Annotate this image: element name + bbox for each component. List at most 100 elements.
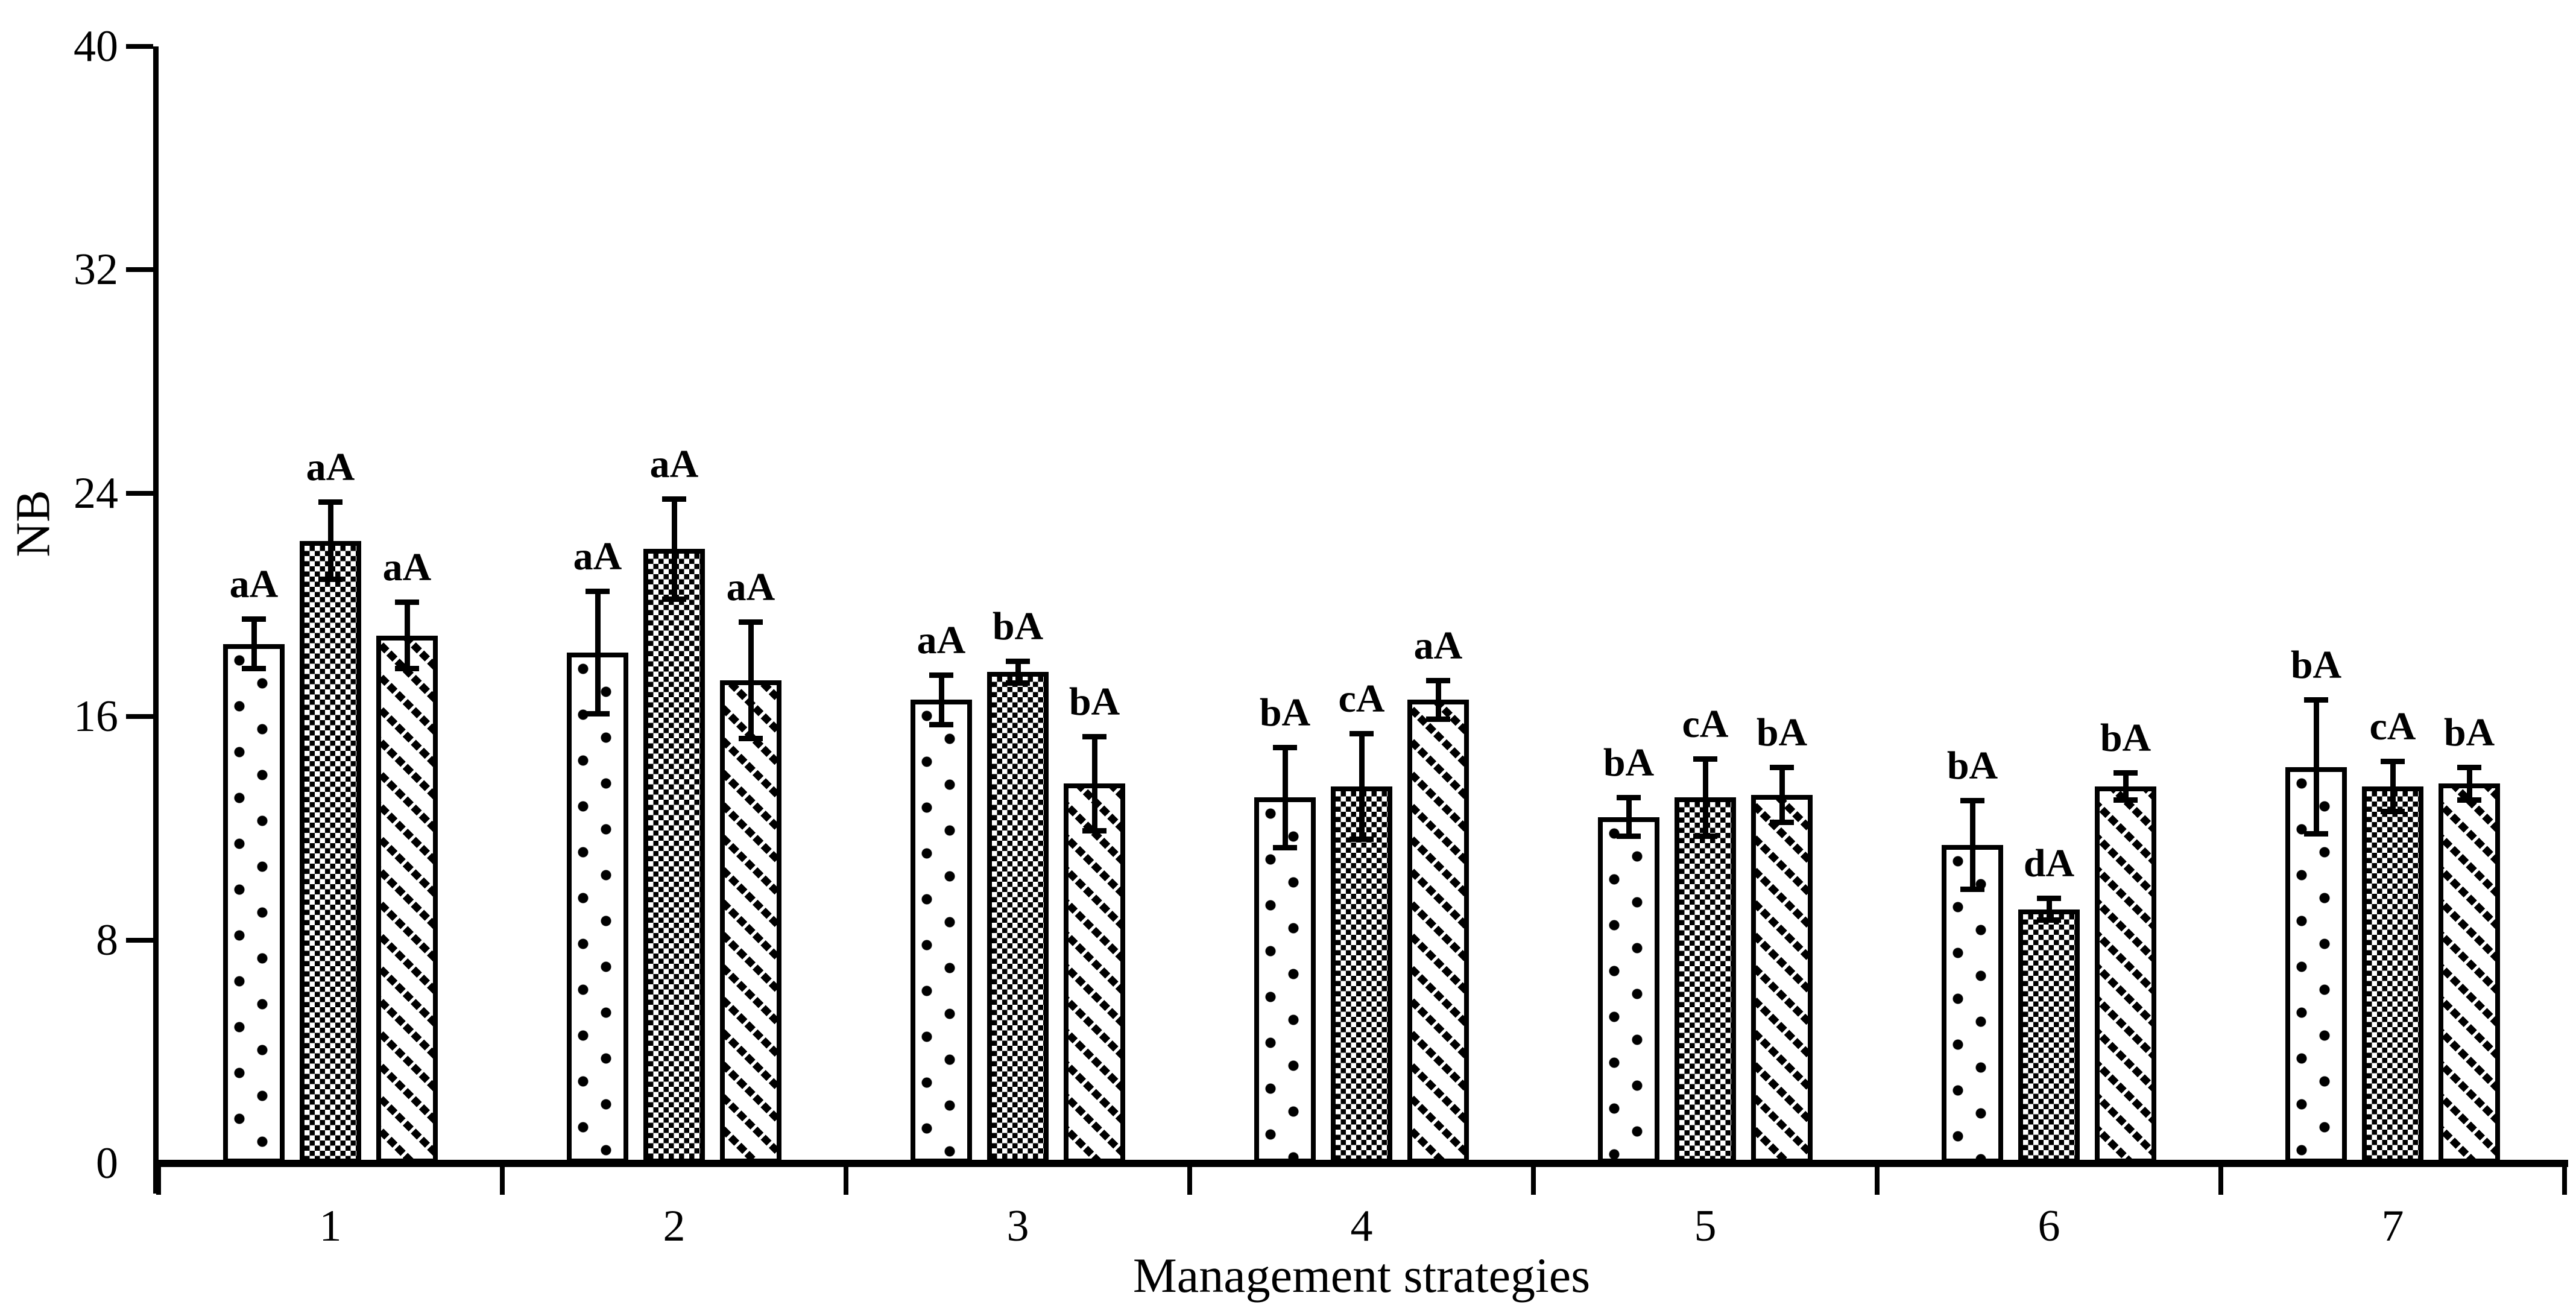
y-tick-label: 40 bbox=[74, 22, 118, 71]
y-tick-mark bbox=[126, 714, 153, 720]
y-tick-label: 32 bbox=[74, 245, 118, 295]
significance-label: cA bbox=[1338, 676, 1385, 721]
y-tick-label: 24 bbox=[74, 468, 118, 518]
error-bar-cap-bottom bbox=[1426, 716, 1450, 722]
y-tick-label: 8 bbox=[96, 915, 118, 965]
error-bar-cap-top bbox=[2114, 770, 2138, 776]
error-bar-cap-bottom bbox=[1006, 680, 1030, 686]
bar-group6-series-1 bbox=[1942, 845, 2003, 1163]
error-bar-cap-bottom bbox=[586, 710, 610, 717]
error-bar-line bbox=[2466, 767, 2472, 801]
error-bar-line bbox=[938, 674, 944, 726]
error-bar-cap-bottom bbox=[242, 666, 266, 672]
x-tick-mark bbox=[2218, 1167, 2223, 1195]
error-bar-line bbox=[1359, 733, 1365, 840]
error-bar-cap-bottom bbox=[1273, 844, 1297, 850]
bar-group4-series-3 bbox=[1407, 700, 1469, 1163]
x-tick-mark bbox=[1531, 1167, 1536, 1195]
bar-group4-series-1 bbox=[1254, 797, 1316, 1163]
bar-group6-series-3 bbox=[2095, 786, 2156, 1163]
x-category-label: 3 bbox=[1006, 1201, 1029, 1251]
significance-label: bA bbox=[1259, 691, 1311, 735]
y-axis-line bbox=[153, 46, 159, 1194]
bar-group6-series-2 bbox=[2018, 909, 2080, 1163]
error-bar-line bbox=[1091, 736, 1097, 832]
significance-label: aA bbox=[649, 442, 699, 487]
error-bar-cap-bottom bbox=[662, 596, 686, 602]
error-bar-cap-top bbox=[1426, 678, 1450, 683]
error-bar-cap-bottom bbox=[1617, 834, 1641, 840]
error-bar-cap-top bbox=[2037, 896, 2061, 902]
error-bar-cap-bottom bbox=[1082, 828, 1106, 834]
error-bar-cap-bottom bbox=[2381, 808, 2405, 814]
bar-group7-series-2 bbox=[2362, 786, 2423, 1163]
significance-label: dA bbox=[2023, 841, 2075, 886]
y-tick-label: 16 bbox=[74, 692, 118, 742]
error-bar-line bbox=[2313, 700, 2319, 834]
bar-group1-series-1 bbox=[223, 644, 285, 1163]
error-bar-line bbox=[595, 590, 601, 714]
error-bar-line bbox=[2123, 772, 2129, 801]
significance-label: aA bbox=[306, 444, 355, 489]
x-category-label: 5 bbox=[1694, 1201, 1717, 1251]
error-bar-line bbox=[404, 602, 410, 669]
error-bar-cap-top bbox=[242, 616, 266, 622]
significance-label: bA bbox=[992, 604, 1044, 648]
bar-group2-series-1 bbox=[567, 652, 628, 1163]
error-bar-cap-top bbox=[2304, 697, 2328, 703]
bar-group3-series-3 bbox=[1064, 783, 1125, 1163]
error-bar-line bbox=[1626, 797, 1632, 837]
significance-label: bA bbox=[2100, 715, 2151, 760]
significance-label: aA bbox=[382, 545, 432, 590]
error-bar-line bbox=[1282, 747, 1288, 848]
x-category-label: 1 bbox=[319, 1201, 342, 1251]
error-bar-cap-bottom bbox=[739, 736, 763, 742]
error-bar-cap-top bbox=[929, 672, 953, 678]
significance-label: bA bbox=[1603, 741, 1655, 785]
y-tick-mark bbox=[126, 44, 153, 49]
error-bar-cap-top bbox=[318, 499, 343, 505]
error-bar-line bbox=[748, 621, 754, 739]
error-bar-cap-top bbox=[1770, 764, 1794, 770]
y-tick-label: 0 bbox=[96, 1139, 118, 1188]
error-bar-line bbox=[2390, 761, 2396, 812]
error-bar-cap-top bbox=[1693, 756, 1717, 762]
error-bar-cap-top bbox=[1617, 795, 1641, 801]
error-bar-cap-bottom bbox=[318, 577, 343, 583]
error-bar-cap-top bbox=[395, 599, 419, 606]
bar-group4-series-2 bbox=[1331, 786, 1392, 1163]
x-category-label: 7 bbox=[2381, 1201, 2404, 1251]
error-bar-cap-top bbox=[1273, 745, 1297, 751]
error-bar-line bbox=[671, 499, 677, 599]
error-bar-cap-top bbox=[1350, 730, 1374, 736]
error-bar-line bbox=[251, 619, 257, 669]
bar-group7-series-3 bbox=[2439, 783, 2500, 1163]
error-bar-cap-bottom bbox=[395, 666, 419, 672]
error-bar-cap-bottom bbox=[1770, 820, 1794, 826]
x-category-label: 4 bbox=[1350, 1201, 1373, 1251]
error-bar-cap-bottom bbox=[1350, 836, 1374, 842]
significance-label: cA bbox=[2369, 704, 2416, 749]
bar-group5-series-2 bbox=[1675, 797, 1736, 1163]
error-bar-cap-bottom bbox=[2304, 830, 2328, 837]
error-bar-cap-top bbox=[739, 619, 763, 625]
bar-group3-series-1 bbox=[911, 700, 972, 1163]
error-bar-cap-bottom bbox=[1960, 887, 1984, 893]
y-tick-mark bbox=[126, 267, 153, 273]
significance-label: aA bbox=[573, 534, 622, 578]
significance-label: bA bbox=[2443, 710, 2495, 754]
significance-label: bA bbox=[1946, 744, 1998, 788]
significance-label: aA bbox=[917, 618, 966, 662]
error-bar-line bbox=[1779, 767, 1785, 823]
significance-label: aA bbox=[726, 565, 775, 609]
x-tick-mark bbox=[500, 1167, 505, 1195]
significance-label: aA bbox=[1413, 624, 1463, 668]
error-bar-line bbox=[1969, 800, 1975, 890]
error-bar-cap-top bbox=[2457, 764, 2481, 770]
error-bar-line bbox=[1702, 758, 1708, 837]
error-bar-line bbox=[1015, 660, 1021, 683]
significance-label: cA bbox=[1682, 701, 1729, 746]
bar-group1-series-3 bbox=[376, 635, 438, 1163]
significance-label: bA bbox=[1756, 710, 1808, 754]
